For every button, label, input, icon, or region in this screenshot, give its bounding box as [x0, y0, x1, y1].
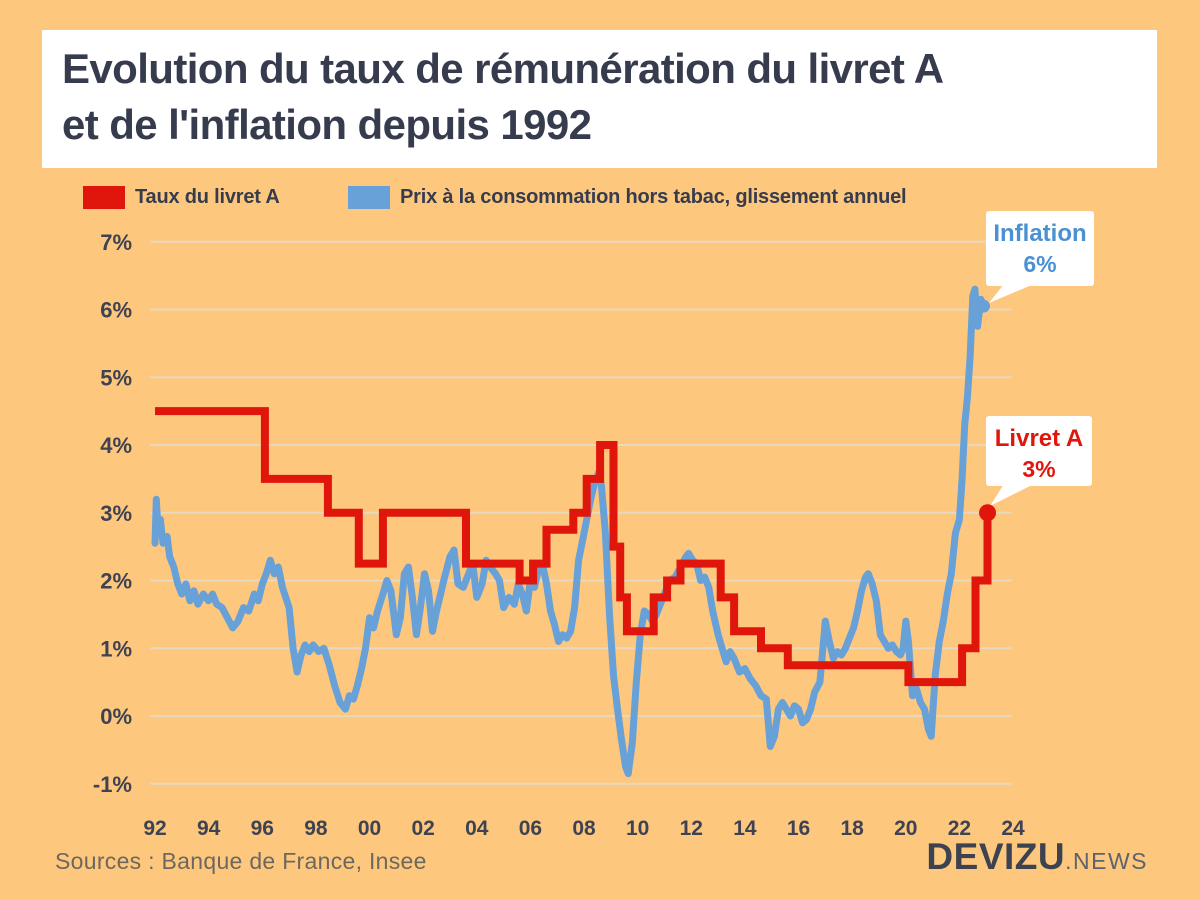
y-axis-label: 3% [100, 501, 132, 526]
x-axis-label: 20 [894, 817, 917, 840]
devizu-logo: DEVIZU.NEWS [926, 836, 1148, 878]
livret-a-line [155, 407, 992, 687]
page-title-line-2: et de l'inflation depuis 1992 [62, 101, 592, 148]
livret-a-callout-value: 3% [1022, 456, 1056, 482]
legend: Taux du livret A Prix à la consommation … [0, 185, 1200, 213]
x-axis-label: 08 [572, 817, 596, 840]
inflation-end-dot [977, 299, 991, 313]
inflation-legend-label: Prix à la consommation hors tabac, gliss… [400, 186, 907, 208]
x-axis-label: 12 [680, 817, 703, 840]
x-axis-label: 14 [733, 817, 757, 840]
livret-a-callout-title: Livret A [994, 425, 1084, 452]
legend-item-livret-a: Taux du livret A [83, 186, 280, 209]
y-axis-label: 5% [100, 365, 132, 390]
title-box: Evolution du taux de rémunération du liv… [42, 30, 1157, 168]
inflation-callout-title: Inflation [993, 220, 1087, 247]
x-axis-label: 96 [251, 817, 274, 840]
x-axis-label: 92 [143, 817, 166, 840]
livret-a-callout-tail [990, 484, 1034, 506]
livret-a-swatch [83, 186, 125, 209]
x-axis-label: 98 [304, 817, 328, 840]
x-axis-label: 06 [519, 817, 542, 840]
y-axis-label: 2% [100, 569, 132, 594]
x-axis-label: 00 [358, 817, 381, 840]
livret-a-legend-label: Taux du livret A [135, 186, 280, 208]
logo-suffix-text: .NEWS [1065, 848, 1148, 874]
x-axis-label: 24 [1001, 817, 1025, 840]
page-title-line-1: Evolution du taux de rémunération du liv… [62, 45, 944, 92]
y-axis-label: 6% [100, 298, 132, 323]
inflation-callout-tail [989, 284, 1034, 303]
y-axis-label: 4% [100, 433, 132, 458]
livret-a-callout: Livret A 3% [986, 416, 1092, 486]
x-axis-label: 16 [787, 817, 810, 840]
inflation-swatch [348, 186, 390, 209]
inflation-line [151, 285, 987, 778]
y-axis-label: 7% [100, 230, 132, 255]
y-axis-label: 1% [100, 636, 132, 661]
x-axis-label: 04 [465, 817, 489, 840]
logo-main-text: DEVIZU [926, 836, 1066, 877]
inflation-callout-value: 6% [1023, 251, 1057, 277]
sources-text: Sources : Banque de France, Insee [55, 848, 427, 874]
x-axis-label: 22 [948, 817, 971, 840]
x-axis-label: 02 [411, 817, 434, 840]
inflation-callout: Inflation 6% [986, 211, 1094, 286]
x-axis-label: 94 [197, 817, 221, 840]
x-axis-label: 10 [626, 817, 649, 840]
x-axis-label: 18 [840, 817, 864, 840]
livret-a-end-dot [979, 504, 997, 522]
y-axis-label: -1% [93, 772, 132, 797]
y-axis-label: 0% [100, 704, 132, 729]
legend-item-inflation: Prix à la consommation hors tabac, gliss… [348, 186, 907, 209]
